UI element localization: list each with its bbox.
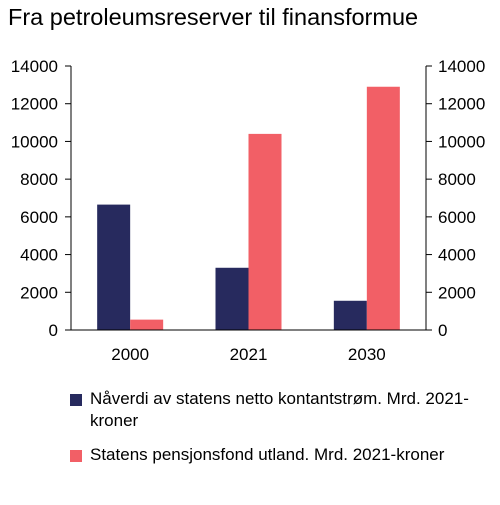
x-tick-label: 2021 [230,345,268,364]
y-tick-label-right: 12000 [438,95,485,114]
bar-2030-series-2 [366,86,400,330]
y-tick-label-right: 6000 [438,208,476,227]
y-tick-label-right: 8000 [438,170,476,189]
chart-title: Fra petroleumsreserver til finansformue [8,4,419,30]
y-tick-label-right: 4000 [438,246,476,265]
bar-2021-series-2 [248,133,282,330]
bar-2021-series-1 [215,267,249,330]
y-tick-label-left: 6000 [20,208,58,227]
y-tick-label-right: 14000 [438,57,485,76]
y-tick-label-left: 14000 [11,57,58,76]
y-tick-label-left: 4000 [20,246,58,265]
bars-layer [97,86,400,330]
bar-2030-series-1 [333,300,367,330]
axes-layer [65,65,432,331]
x-tick-label: 2030 [348,345,386,364]
bar-2000-series-1 [97,204,131,330]
legend-label-2: Statens pensjonsfond utland. Mrd. 2021-k… [90,445,445,464]
y-tick-label-left: 8000 [20,170,58,189]
y-tick-label-right: 2000 [438,283,476,302]
y-tick-label-left: 0 [49,321,58,340]
legend-item-2: Statens pensjonsfond utland. Mrd. 2021-k… [70,444,490,466]
legend: Nåverdi av statens netto kontantstrøm. M… [70,388,490,478]
y-tick-label-right: 10000 [438,132,485,151]
bar-2000-series-2 [130,319,164,330]
y-tick-label-right: 0 [438,321,447,340]
y-tick-label-left: 2000 [20,283,58,302]
bar-chart: 2000 2021 2030 0 0 2000 2000 4000 4000 6000 6000 80… [11,57,486,364]
legend-swatch-2 [70,450,82,462]
y-tick-label-left: 10000 [11,132,58,151]
x-tick-label: 2000 [111,345,149,364]
legend-item-1: Nåverdi av statens netto kontantstrøm. M… [70,388,490,432]
ticks-layer: 2000 2021 2030 0 0 2000 2000 4000 4000 6000 6000 80… [11,57,486,364]
legend-label-1: Nåverdi av statens netto kontantstrøm. M… [90,389,469,430]
legend-swatch-1 [70,394,82,406]
y-tick-label-left: 12000 [11,95,58,114]
